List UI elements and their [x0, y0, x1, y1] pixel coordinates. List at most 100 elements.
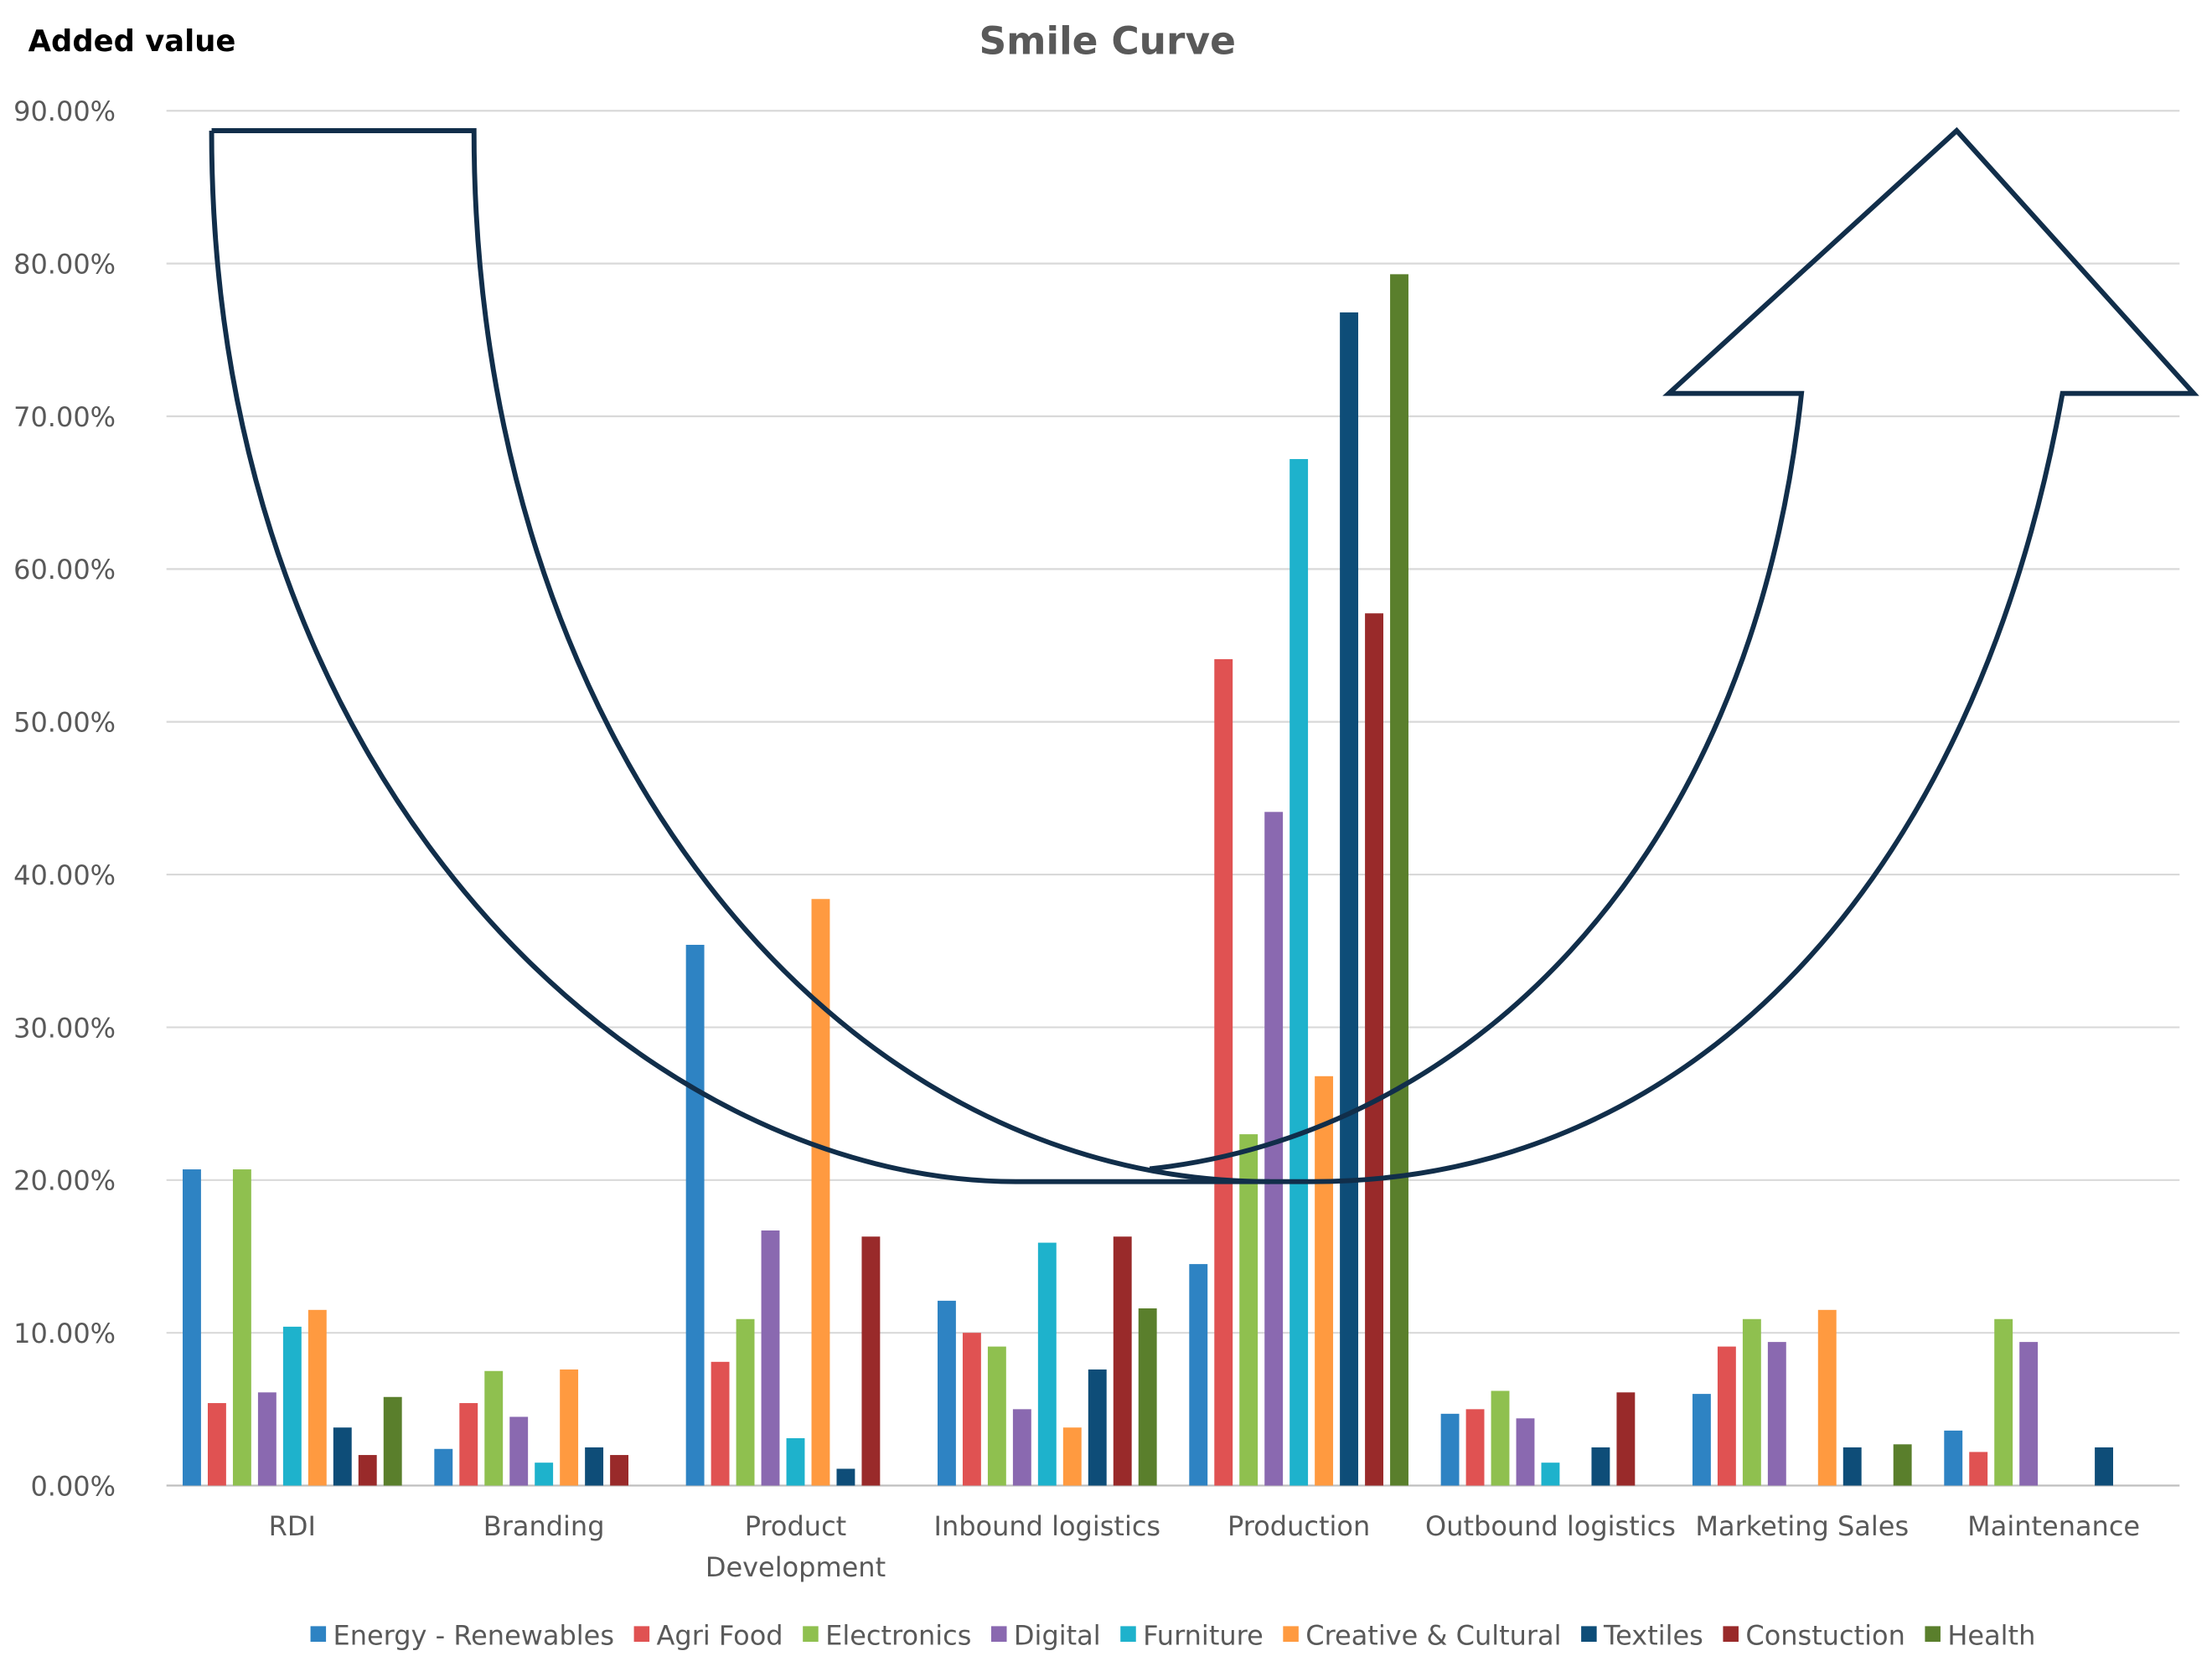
legend-item: Textiles [1581, 1619, 1703, 1651]
legend-swatch [1581, 1626, 1597, 1643]
bar [1289, 459, 1309, 1486]
bar [1365, 613, 1383, 1486]
bar [1616, 1392, 1636, 1486]
x-tick-label: RDI [269, 1510, 316, 1542]
bar [308, 1309, 327, 1486]
bar [1465, 1409, 1485, 1486]
bar [685, 944, 705, 1486]
bar [962, 1333, 981, 1486]
legend-swatch [803, 1626, 819, 1643]
x-tick-label: Maintenance [1967, 1510, 2140, 1542]
bar [1012, 1409, 1031, 1486]
arrow-inner-left [211, 128, 1270, 1184]
bar [1315, 1076, 1334, 1486]
bar [585, 1447, 604, 1486]
bar [183, 1169, 201, 1486]
bar [761, 1230, 780, 1486]
bar [736, 1318, 755, 1486]
bar [1239, 1134, 1258, 1486]
bar [509, 1416, 529, 1486]
bar [1390, 274, 1408, 1486]
legend-item: Health [1925, 1619, 2035, 1651]
legend-label: Textiles [1603, 1619, 1703, 1651]
bar [1842, 1447, 1862, 1486]
legend-item: Creative & Cultural [1283, 1619, 1562, 1651]
bar [484, 1370, 504, 1486]
y-tick-label: 90.00% [13, 95, 116, 127]
bar [232, 1169, 251, 1486]
bar [560, 1369, 579, 1486]
bar [1969, 1452, 1988, 1486]
bar [535, 1463, 554, 1486]
legend-item: Agri Food [633, 1619, 783, 1651]
y-tick-label: 60.00% [13, 554, 116, 586]
legend-swatch [633, 1626, 650, 1643]
arrow-outline [209, 126, 2199, 1184]
y-tick-label: 70.00% [13, 401, 116, 433]
legend-label: Constuction [1745, 1619, 1904, 1651]
bar [207, 1403, 226, 1486]
x-tick-label: Marketing Sales [1695, 1510, 1909, 1542]
bar [861, 1236, 881, 1486]
legend-swatch [1283, 1626, 1299, 1643]
bar [1062, 1427, 1082, 1486]
legend-item: Electronics [803, 1619, 971, 1651]
bar [987, 1346, 1006, 1486]
bar [358, 1455, 377, 1486]
bar [2019, 1342, 2039, 1486]
bar [1340, 312, 1359, 1486]
bar [1088, 1369, 1107, 1486]
bar [1893, 1444, 1912, 1486]
smile-arrow [209, 126, 2199, 1184]
y-tick-label: 50.00% [13, 706, 116, 738]
bar [1541, 1463, 1560, 1486]
x-tick-label: Product Development [705, 1510, 886, 1583]
y-axis-label: Added value [28, 24, 236, 59]
bar [1138, 1308, 1157, 1486]
legend-label: Energy - Renewables [333, 1619, 615, 1651]
bar [1491, 1390, 1510, 1486]
y-tick-label: 0.00% [30, 1470, 116, 1502]
bar [1767, 1342, 1786, 1486]
x-tick-label: Production [1227, 1510, 1370, 1542]
bar [333, 1427, 352, 1486]
bar [1516, 1418, 1535, 1486]
x-tick-label: Branding [483, 1510, 605, 1542]
bar [2095, 1447, 2113, 1486]
chart-title: Smile Curve [979, 18, 1235, 63]
bar [1692, 1394, 1711, 1486]
bar [786, 1438, 805, 1486]
legend-label: Agri Food [657, 1619, 783, 1651]
bar [811, 899, 830, 1486]
legend-label: Creative & Cultural [1305, 1619, 1561, 1651]
legend-label: Electronics [825, 1619, 971, 1651]
legend-swatch [310, 1626, 327, 1643]
bar [434, 1448, 453, 1486]
legend-item: Digital [990, 1619, 1101, 1651]
y-tick-label: 40.00% [13, 859, 116, 891]
legend-item: Energy - Renewables [310, 1619, 615, 1651]
legend-swatch [1120, 1626, 1136, 1643]
bar [383, 1396, 402, 1486]
y-tick-label: 20.00% [13, 1165, 116, 1197]
bar [1591, 1447, 1610, 1486]
bar [1264, 812, 1284, 1486]
bar [1944, 1430, 1963, 1486]
legend-label: Health [1947, 1619, 2035, 1651]
legend-swatch [990, 1626, 1007, 1643]
x-tick-label: Inbound logistics [934, 1510, 1161, 1542]
legend-label: Digital [1014, 1619, 1101, 1651]
bar [459, 1403, 478, 1486]
y-tick-label: 80.00% [13, 248, 116, 280]
bar [1440, 1413, 1460, 1486]
legend-swatch [1723, 1626, 1739, 1643]
legend-item: Furniture [1120, 1619, 1264, 1651]
bar [1037, 1242, 1057, 1486]
legend-swatch [1925, 1626, 1941, 1643]
bar [1189, 1264, 1208, 1486]
x-tick-label: Outbound logistics [1425, 1510, 1676, 1542]
bar [257, 1392, 276, 1486]
bar [836, 1468, 855, 1486]
bar [1742, 1318, 1761, 1486]
